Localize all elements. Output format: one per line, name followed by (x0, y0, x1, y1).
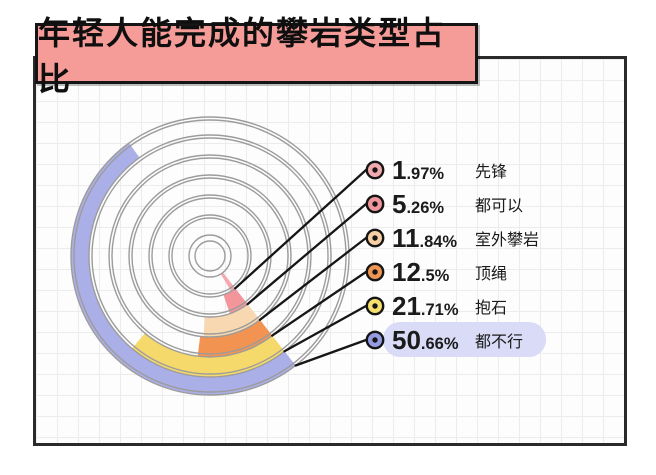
leader-line-1 (246, 202, 368, 306)
leader-line-5 (294, 338, 368, 367)
legend-percent-decimal: .26% (406, 198, 445, 217)
ring-1-inner (171, 217, 249, 295)
legend-label: 抱石 (475, 300, 508, 317)
legend-percent: 5.26% (392, 189, 475, 220)
legend-percent-int: 12 (392, 256, 421, 287)
legend-percent: 1.97% (392, 155, 475, 186)
legend-row-4: 21.71% 抱石 (392, 289, 507, 323)
legend-percent-decimal: .66% (420, 334, 459, 353)
legend-percent-int: 21 (392, 290, 421, 321)
legend-bullet-dot-1 (372, 201, 378, 207)
leader-line-2 (258, 236, 368, 321)
legend-row-1: 5.26% 都可以 (392, 187, 523, 221)
leader-line-4 (283, 304, 368, 353)
legend-percent-int: 11 (392, 222, 420, 253)
legend-percent: 50.66% (392, 325, 475, 356)
legend-label: 先锋 (475, 164, 508, 181)
ring-4-inner (111, 157, 309, 355)
legend-bullet-dot-4 (372, 303, 378, 309)
leader-line-3 (271, 270, 368, 337)
leader-line-0 (234, 168, 368, 290)
ring-3-inner (131, 177, 289, 335)
legend-percent-decimal: .97% (406, 164, 445, 183)
arc-segment-3 (197, 319, 273, 357)
legend-percent-int: 5 (392, 188, 407, 219)
legend-row-2: 11.84% 室外攀岩 (392, 221, 539, 255)
legend-row-5: 50.66% 都不行 (392, 323, 523, 357)
title-box: 年轻人能完成的攀岩类型占比 (35, 15, 478, 97)
ring-1-outer (168, 214, 252, 298)
legend-percent-int: 50 (392, 324, 421, 355)
ring-3-outer (128, 174, 292, 338)
ring-0-inner (194, 240, 226, 272)
ring-2-inner (151, 197, 269, 315)
legend-label: 都可以 (475, 198, 524, 215)
legend-label: 都不行 (475, 334, 524, 351)
arc-segment-1 (223, 288, 248, 314)
ring-0-outer (188, 234, 232, 278)
arc-segment-4 (132, 333, 285, 377)
legend-percent: 11.84% (392, 223, 475, 254)
legend-bullet-dot-3 (372, 269, 378, 275)
legend-bullet-dot-2 (372, 235, 378, 241)
ring-4-outer (108, 154, 312, 358)
legend-bullet-dot-0 (372, 167, 378, 173)
arc-segment-2 (203, 304, 260, 337)
ring-5-outer (88, 134, 332, 378)
legend-percent: 12.5% (392, 257, 475, 288)
arc-segment-5 (71, 143, 296, 395)
legend-row-0: 1.97% 先锋 (392, 153, 507, 187)
ring-6-inner (73, 119, 347, 393)
legend-row-3: 12.5% 顶绳 (392, 255, 507, 289)
legend-label: 顶绳 (475, 266, 508, 283)
legend-label: 室外攀岩 (475, 232, 540, 249)
legend-percent-decimal: .71% (420, 300, 459, 319)
ring-6-outer (70, 116, 350, 396)
arc-segment-0 (220, 272, 236, 292)
ring-5-inner (91, 137, 329, 375)
legend-percent-decimal: .5% (420, 266, 450, 285)
legend-percent: 21.71% (392, 291, 475, 322)
legend-percent-int: 1 (392, 154, 407, 185)
legend-percent-decimal: .84% (419, 232, 458, 251)
legend-bullet-dot-5 (372, 337, 378, 343)
page-title: 年轻人能完成的攀岩类型占比 (38, 14, 447, 97)
chart-frame (33, 56, 627, 446)
highlight-pill (383, 322, 546, 357)
